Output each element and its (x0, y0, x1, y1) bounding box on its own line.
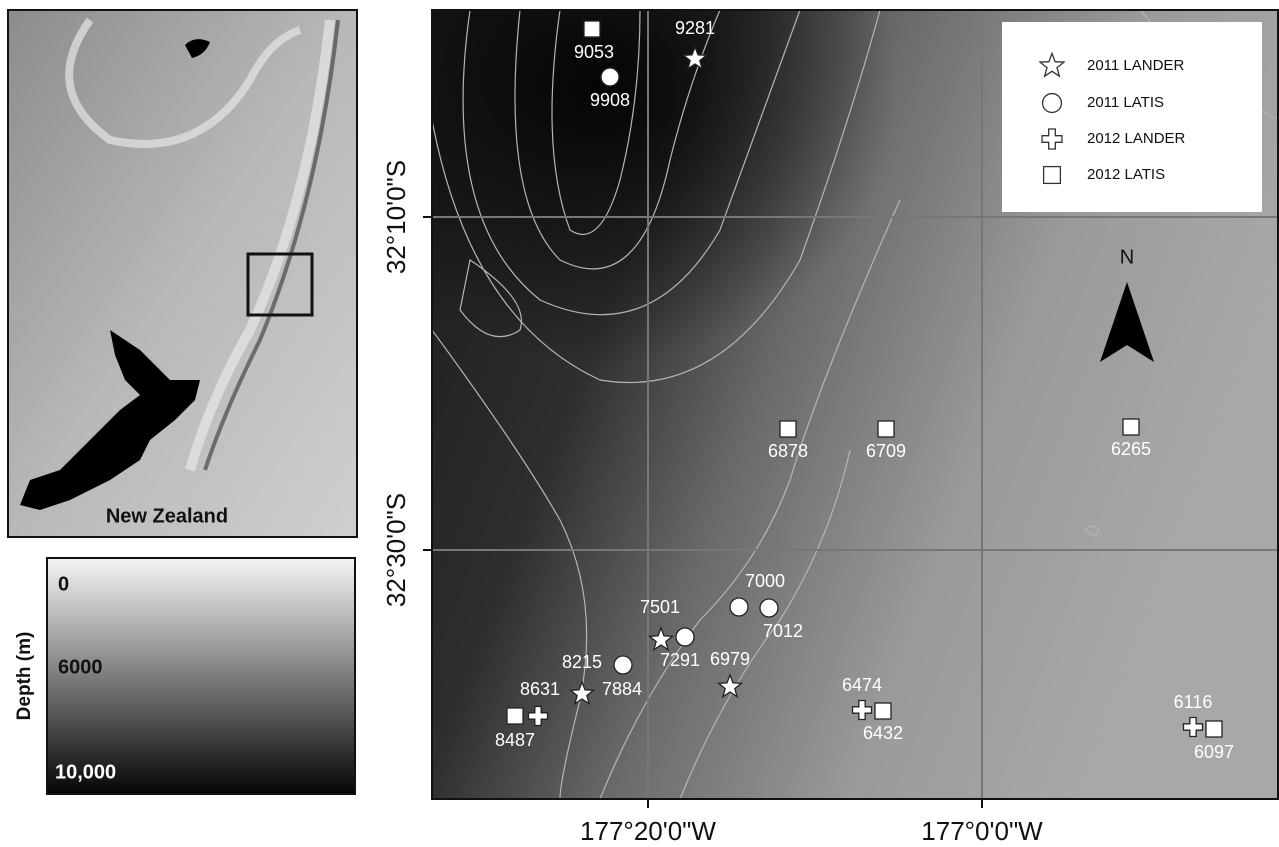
site-label: 6097 (1194, 742, 1234, 762)
legend-label: 2011 LATIS (1087, 94, 1164, 111)
site-label: 6878 (768, 441, 808, 461)
site-label: 8487 (495, 730, 535, 750)
site-label: 7884 (602, 679, 642, 699)
site-label: 6432 (863, 723, 903, 743)
circle-marker (676, 628, 694, 646)
depth-legend: Depth (m) 0 6000 10,000 (14, 558, 355, 794)
circle-marker (1043, 94, 1062, 113)
site-label: 7501 (640, 597, 680, 617)
square-marker (1044, 167, 1061, 184)
circle-marker (614, 656, 632, 674)
depth-label: 10,000 (55, 761, 116, 783)
main-map: 32°10'0"S 32°30'0"S 177°20'0"W 177°0'0"W… (381, 10, 1279, 846)
site-label: 7000 (745, 571, 785, 591)
site-label: 6709 (866, 441, 906, 461)
square-marker (780, 421, 796, 437)
site-label: 7291 (660, 650, 700, 670)
legend-label: 2012 LANDER (1087, 130, 1186, 147)
latitude-label: 32°10'0"S (381, 160, 411, 274)
site-label: 6116 (1174, 692, 1213, 712)
figure: New Zealand Depth (m) 0 6000 10,000 (0, 0, 1279, 847)
longitude-label: 177°0'0"W (921, 816, 1043, 846)
site-label: 9281 (675, 18, 715, 38)
square-marker (1206, 721, 1222, 737)
inset-map: New Zealand (8, 10, 357, 537)
site-label: 9053 (574, 42, 614, 62)
legend-label: 2012 LATIS (1087, 166, 1165, 183)
depth-label: 6000 (58, 656, 103, 678)
site-label: 6979 (710, 649, 750, 669)
square-marker (875, 703, 891, 719)
site-label: 8631 (520, 679, 560, 699)
site-label: 6265 (1111, 439, 1151, 459)
inset-label: New Zealand (106, 505, 228, 527)
latitude-label: 32°30'0"S (381, 493, 411, 607)
circle-marker (730, 598, 748, 616)
longitude-label: 177°20'0"W (580, 816, 716, 846)
legend-label: 2011 LANDER (1087, 57, 1184, 74)
legend-box (1002, 22, 1262, 212)
circle-marker (760, 599, 778, 617)
inset-frame (8, 10, 357, 537)
square-marker (878, 421, 894, 437)
circle-marker (601, 68, 619, 86)
site-label: 9908 (590, 90, 630, 110)
north-label: N (1120, 246, 1134, 268)
square-marker (1123, 419, 1139, 435)
square-marker (507, 708, 523, 724)
site-label: 6474 (842, 675, 882, 695)
depth-label: 0 (58, 573, 69, 595)
square-marker (584, 21, 600, 37)
depth-title: Depth (m) (14, 632, 35, 721)
site-label: 7012 (763, 621, 803, 641)
site-label: 8215 (562, 652, 602, 672)
